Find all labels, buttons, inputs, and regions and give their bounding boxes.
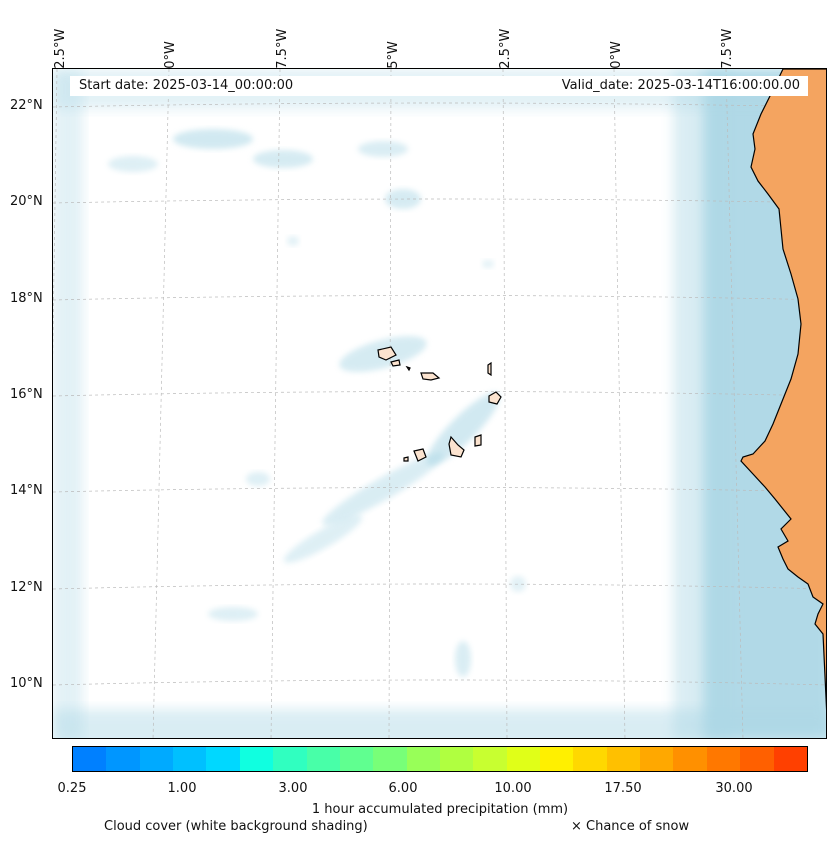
valid-date: Valid_date: 2025-03-14T16:00:00.00 (561, 78, 800, 93)
colorbar-swatch (473, 747, 507, 771)
colorbar-swatch (773, 747, 807, 771)
colorbar-tick: 3.00 (278, 781, 308, 796)
colorbar-swatch (740, 747, 774, 771)
colorbar-swatch (706, 747, 741, 771)
cloud-shading (53, 69, 826, 738)
lat-label: 16°N (10, 387, 43, 402)
colorbar-swatch (239, 747, 274, 771)
map-svg (53, 69, 826, 738)
colorbar-tick: 17.50 (604, 781, 642, 796)
colorbar-swatch (640, 747, 674, 771)
precipitation-colorbar (72, 746, 808, 772)
colorbar-swatch (173, 747, 207, 771)
lat-label: 20°N (10, 194, 43, 209)
start-date: Start date: 2025-03-14_00:00:00 (79, 78, 294, 93)
colorbar-tick: 0.25 (57, 781, 87, 796)
colorbar-tick: 6.00 (388, 781, 418, 796)
colorbar-tick: 10.00 (494, 781, 532, 796)
colorbar-swatch (339, 747, 374, 771)
colorbar-swatch (73, 747, 107, 771)
snow-chance-note: × Chance of snow (571, 819, 690, 834)
colorbar-tick: 30.00 (715, 781, 753, 796)
lat-label: 12°N (10, 580, 43, 595)
colorbar-swatch (573, 747, 607, 771)
colorbar-swatch (406, 747, 440, 771)
colorbar-swatch (439, 747, 474, 771)
colorbar-swatch (273, 747, 307, 771)
colorbar-swatch (306, 747, 340, 771)
info-bar: Start date: 2025-03-14_00:00:00 Valid_da… (70, 76, 808, 96)
graticule (53, 69, 826, 738)
lat-label: 22°N (10, 98, 43, 113)
lat-label: 14°N (10, 483, 43, 498)
colorbar-swatch (373, 747, 407, 771)
colorbar-swatch (673, 747, 707, 771)
colorbar-swatch (206, 747, 240, 771)
map-canvas[interactable] (52, 68, 827, 739)
colorbar-swatch (606, 747, 641, 771)
africa-coast (740, 69, 826, 711)
colorbar-swatch (506, 747, 541, 771)
colorbar-swatch (540, 747, 574, 771)
colorbar-tick: 1.00 (167, 781, 197, 796)
lat-label: 10°N (10, 676, 43, 691)
colorbar-title: 1 hour accumulated precipitation (mm) (311, 802, 569, 817)
colorbar-swatch (139, 747, 174, 771)
cape-verde-islands (377, 346, 502, 462)
cloud-cover-note: Cloud cover (white background shading) (104, 819, 368, 834)
colorbar-swatch (106, 747, 140, 771)
lat-label: 18°N (10, 291, 43, 306)
